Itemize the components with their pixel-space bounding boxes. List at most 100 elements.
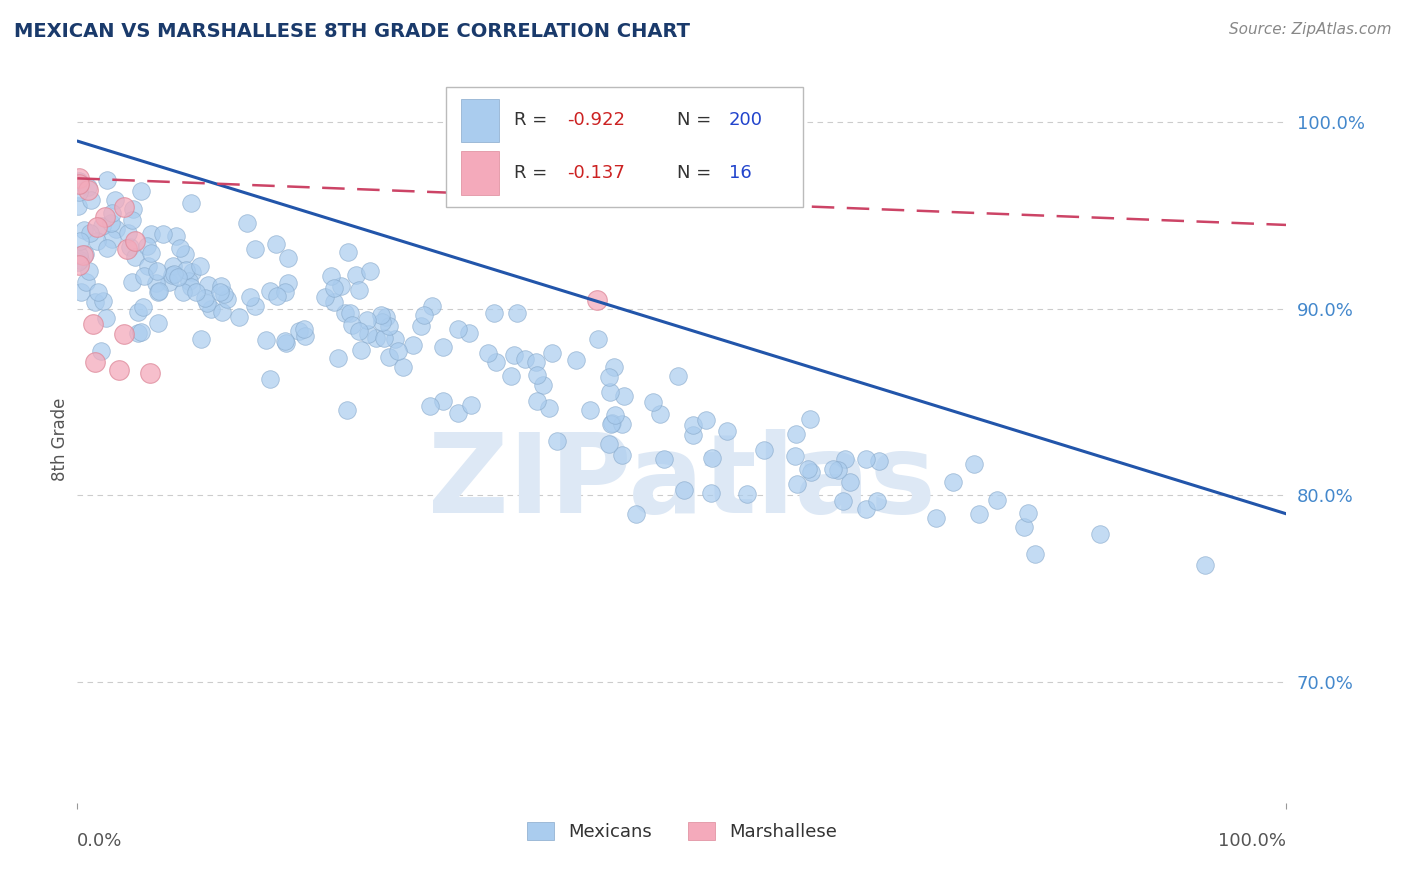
- Point: [666, 368, 689, 383]
- Point: [138, 366, 160, 380]
- Point: [648, 407, 671, 421]
- Point: [129, 184, 152, 198]
- Point: [67, 174, 90, 188]
- Point: [75, 247, 97, 261]
- Point: [855, 451, 877, 466]
- Point: [357, 327, 380, 342]
- Point: [86, 219, 108, 234]
- Point: [277, 277, 299, 291]
- Point: [323, 281, 346, 295]
- Point: [96, 173, 118, 187]
- Point: [799, 465, 821, 479]
- Point: [67, 177, 90, 191]
- Point: [179, 279, 201, 293]
- Point: [419, 399, 441, 413]
- Point: [141, 227, 163, 241]
- Point: [132, 269, 155, 284]
- Point: [347, 324, 370, 338]
- Point: [1024, 547, 1046, 561]
- Point: [672, 483, 695, 497]
- Point: [157, 275, 180, 289]
- Text: MEXICAN VS MARSHALLESE 8TH GRADE CORRELATION CHART: MEXICAN VS MARSHALLESE 8TH GRADE CORRELA…: [14, 22, 690, 41]
- Point: [152, 227, 174, 241]
- Point: [328, 351, 350, 366]
- Point: [86, 234, 108, 248]
- Point: [599, 384, 621, 399]
- Point: [349, 343, 371, 357]
- Point: [735, 486, 758, 500]
- Point: [799, 411, 821, 425]
- Point: [172, 285, 194, 299]
- Text: N =: N =: [678, 112, 717, 129]
- Point: [121, 275, 143, 289]
- Point: [259, 284, 281, 298]
- Point: [120, 240, 142, 254]
- Point: [73, 222, 96, 236]
- Point: [197, 277, 219, 292]
- Point: [180, 196, 202, 211]
- Point: [100, 216, 122, 230]
- Point: [124, 235, 146, 249]
- Point: [124, 250, 146, 264]
- Point: [264, 237, 287, 252]
- Bar: [461, 152, 499, 194]
- Point: [195, 296, 218, 310]
- Point: [477, 345, 499, 359]
- Point: [378, 350, 401, 364]
- Point: [76, 183, 98, 197]
- Point: [855, 502, 877, 516]
- Text: R =: R =: [513, 112, 553, 129]
- Point: [96, 310, 118, 325]
- Point: [148, 284, 170, 298]
- Y-axis label: 8th Grade: 8th Grade: [51, 398, 69, 481]
- Point: [546, 434, 568, 449]
- Point: [586, 293, 609, 307]
- Point: [138, 259, 160, 273]
- Point: [1090, 526, 1112, 541]
- Point: [524, 354, 547, 368]
- Point: [384, 332, 406, 346]
- Point: [114, 326, 136, 341]
- Point: [598, 437, 620, 451]
- Point: [121, 213, 143, 227]
- Point: [79, 227, 101, 241]
- Point: [190, 332, 212, 346]
- Point: [96, 241, 118, 255]
- Point: [336, 403, 359, 417]
- Point: [82, 317, 104, 331]
- Point: [827, 463, 849, 477]
- Point: [1194, 558, 1216, 572]
- Point: [67, 258, 90, 272]
- Point: [93, 211, 115, 225]
- Point: [169, 241, 191, 255]
- Point: [447, 406, 470, 420]
- Point: [610, 448, 633, 462]
- Point: [598, 370, 620, 384]
- Point: [538, 401, 561, 415]
- Point: [67, 248, 90, 262]
- Point: [132, 300, 155, 314]
- Point: [1017, 506, 1039, 520]
- Point: [135, 239, 157, 253]
- Point: [695, 413, 717, 427]
- Point: [371, 315, 394, 329]
- Point: [506, 306, 529, 320]
- Point: [336, 245, 359, 260]
- Bar: [461, 98, 499, 142]
- Point: [963, 457, 986, 471]
- Point: [66, 199, 89, 213]
- Point: [413, 309, 436, 323]
- Point: [91, 219, 114, 234]
- Point: [163, 268, 186, 282]
- Text: R =: R =: [513, 164, 553, 182]
- Point: [339, 306, 361, 320]
- Point: [322, 295, 344, 310]
- Text: ZIPatlas: ZIPatlas: [427, 429, 936, 536]
- Point: [786, 477, 808, 491]
- Point: [329, 278, 352, 293]
- Point: [457, 326, 479, 341]
- Point: [626, 507, 648, 521]
- Point: [104, 222, 127, 236]
- Point: [77, 180, 100, 194]
- Point: [783, 449, 806, 463]
